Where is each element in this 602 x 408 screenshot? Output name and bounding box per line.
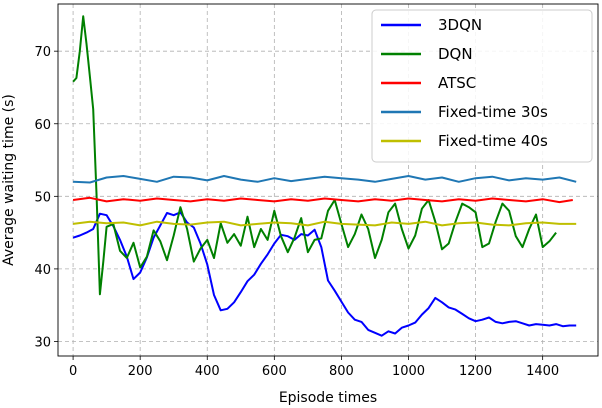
series-line-atsc <box>72 196 573 204</box>
x-tick-label: 0 <box>69 364 77 379</box>
legend-label-3dqn: 3DQN <box>438 16 482 34</box>
x-axis-label: Episode times <box>279 390 377 406</box>
axis-ticks: 0 200 400 600 800 1000 1200 1400 30 40 50 60 70 <box>34 45 559 379</box>
series-line-3dqn <box>72 211 577 337</box>
x-tick-label: 200 <box>128 364 153 379</box>
y-tick-label: 50 <box>34 190 51 205</box>
series-line-fixed-time-30s <box>73 175 577 184</box>
x-tick-label: 600 <box>262 364 287 379</box>
series-line-dqn <box>72 15 557 296</box>
x-tick-label: 400 <box>195 364 220 379</box>
legend-label-atsc: ATSC <box>438 74 476 92</box>
legend-label-dqn: DQN <box>438 45 473 63</box>
legend: 3DQN DQN ATSC Fixed-time 30s Fixed-time 40s <box>371 9 593 163</box>
x-tick-label: 800 <box>329 364 354 379</box>
y-tick-label: 40 <box>34 263 51 278</box>
y-axis-label: Average waiting time (s) <box>1 94 17 266</box>
legend-label-fixed-time-40s: Fixed-time 40s <box>438 132 548 150</box>
legend-label-fixed-time-30s: Fixed-time 30s <box>438 103 548 121</box>
series-lines <box>72 15 577 337</box>
y-tick-label: 60 <box>34 118 51 133</box>
series-line-fixed-time-40s <box>72 220 577 227</box>
x-tick-label: 1200 <box>459 364 492 379</box>
y-tick-label: 30 <box>34 335 51 350</box>
x-tick-label: 1400 <box>526 364 559 379</box>
x-tick-label: 1000 <box>392 364 425 379</box>
plot-frame <box>57 3 599 357</box>
y-tick-label: 70 <box>34 45 51 60</box>
legend-box <box>371 9 593 163</box>
